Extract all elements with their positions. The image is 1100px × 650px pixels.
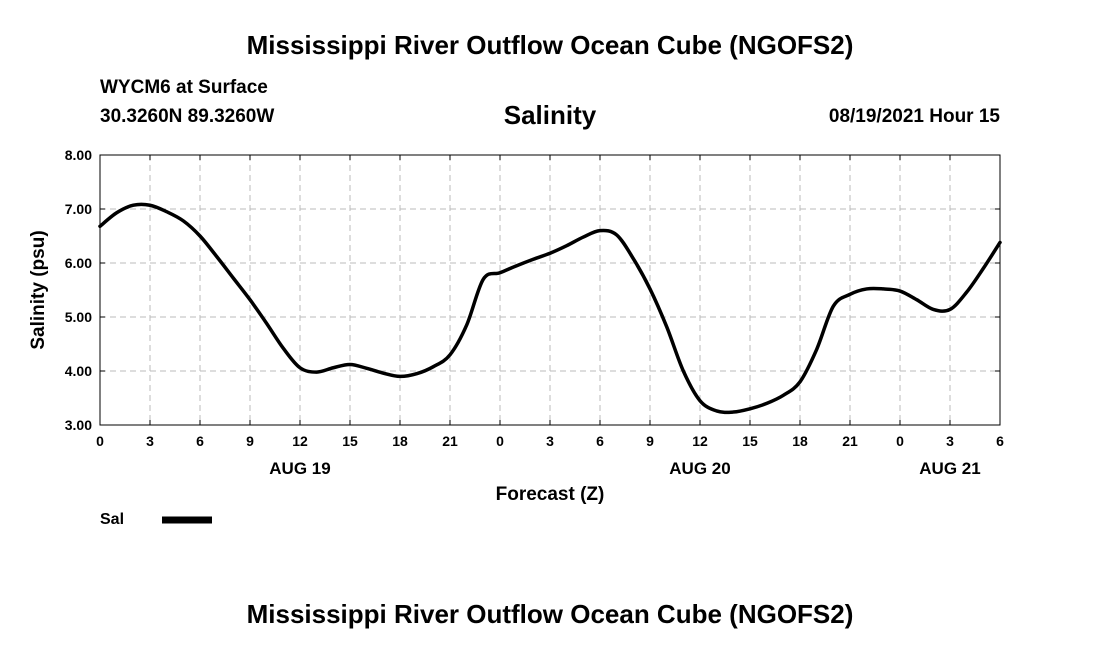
x-tick-label: 3 [546, 433, 554, 449]
series-layer [98, 202, 1002, 415]
date-label: AUG 20 [669, 459, 730, 478]
x-tick-label: 15 [342, 433, 358, 449]
y-tick-label: 4.00 [65, 363, 92, 379]
x-tick-label: 12 [292, 433, 308, 449]
series-line-sal [98, 202, 1002, 415]
grid-lines [100, 155, 1000, 425]
x-tick-label: 6 [196, 433, 204, 449]
y-tick-label: 8.00 [65, 147, 92, 163]
x-tick-label: 9 [246, 433, 254, 449]
axis-labels: 0 3 6 9 12 15 18 21 0 3 6 9 12 15 18 21 0 3 6 3.00 4.00 5.00 6… [65, 147, 1004, 478]
x-tick-label: 6 [596, 433, 604, 449]
forecast-datetime: 08/19/2021 Hour 15 [828, 106, 1000, 127]
x-tick-label: 12 [692, 433, 708, 449]
date-label: AUG 21 [919, 459, 980, 478]
chart-title: Salinity [503, 100, 597, 130]
x-tick-label: 15 [742, 433, 758, 449]
x-tick-label: 18 [392, 433, 408, 449]
y-tick-label: 3.00 [65, 417, 92, 433]
y-axis-title: Salinity (psu) [28, 230, 49, 349]
x-tick-label: 3 [146, 433, 154, 449]
y-tick-label: 5.00 [65, 309, 92, 325]
x-tick-label: 0 [496, 433, 504, 449]
x-tick-label: 3 [946, 433, 954, 449]
y-tick-label: 7.00 [65, 201, 92, 217]
x-tick-label: 18 [792, 433, 808, 449]
station-coordinates: 30.3260N 89.3260W [100, 106, 275, 127]
legend: Sal [100, 511, 212, 528]
plot-frame [99, 154, 1001, 426]
x-tick-label: 21 [442, 433, 458, 449]
station-label: WYCM6 at Surface [100, 77, 268, 98]
x-tick-label: 0 [896, 433, 904, 449]
x-tick-label: 0 [96, 433, 104, 449]
x-tick-label: 9 [646, 433, 654, 449]
footer-title: Mississippi River Outflow Ocean Cube (NG… [246, 599, 854, 629]
x-tick-label: 21 [842, 433, 858, 449]
legend-label: Sal [100, 511, 124, 528]
x-tick-label: 6 [996, 433, 1004, 449]
x-axis-title: Forecast (Z) [496, 484, 605, 505]
main-title: Mississippi River Outflow Ocean Cube (NG… [246, 30, 854, 60]
date-label: AUG 19 [269, 459, 330, 478]
y-tick-label: 6.00 [65, 255, 92, 271]
